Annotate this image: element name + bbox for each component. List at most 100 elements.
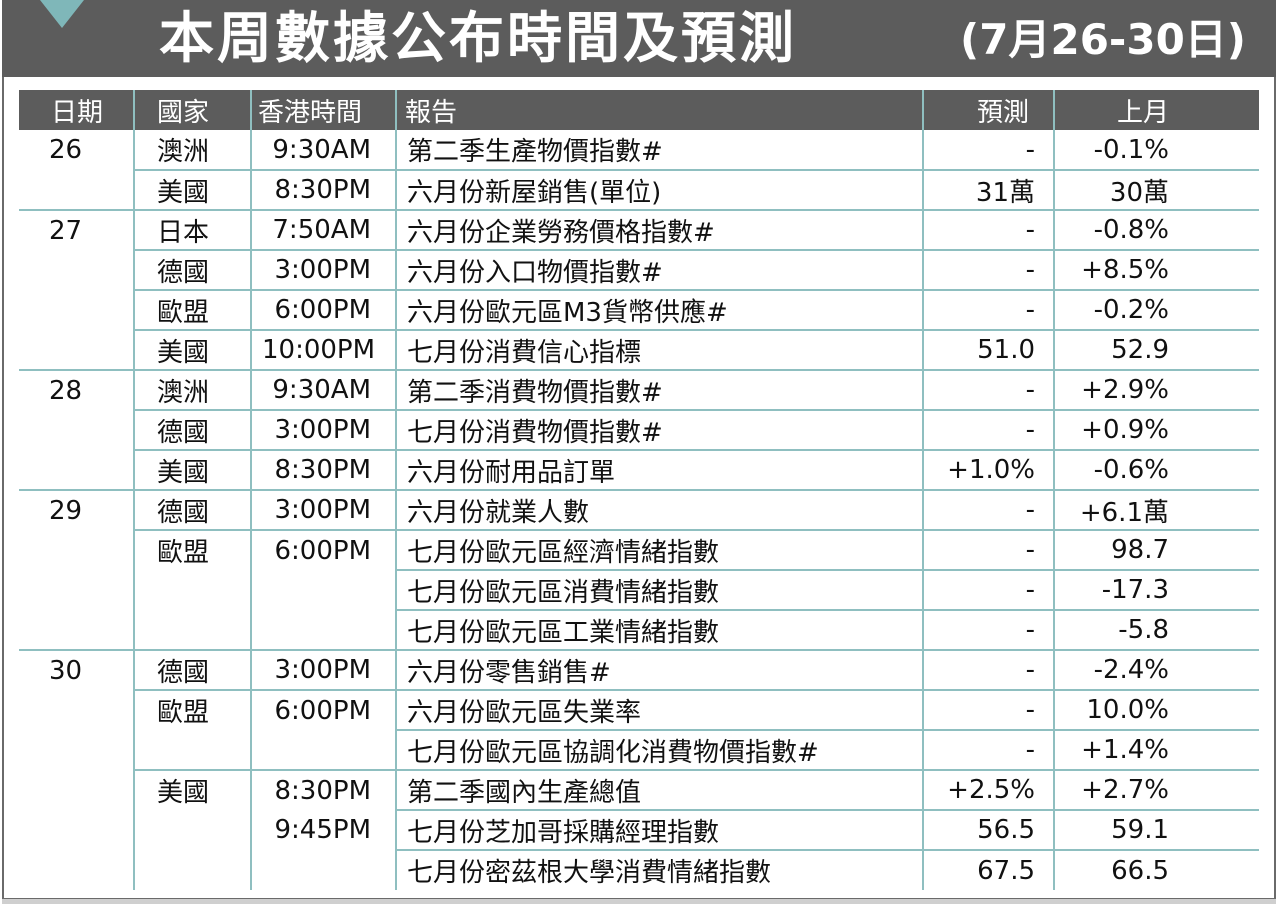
cell-last-month: +8.5% — [1054, 249, 1259, 290]
cell-report: 第二季生產物價指數# — [396, 130, 924, 170]
cell-country: 澳洲 — [134, 130, 252, 170]
table-row: 26 澳洲 9:30AM 第二季生產物價指數# - -0.1% — [19, 130, 1259, 170]
cell-report: 七月份歐元區經濟情緒指數 — [396, 529, 924, 570]
cell-country: 歐盟 — [134, 529, 252, 570]
cell-hk-time: 3:00PM — [251, 649, 397, 690]
cell-last-month: -0.6% — [1054, 449, 1259, 490]
cell-forecast: - — [923, 130, 1055, 170]
cell-country: 美國 — [134, 769, 252, 810]
cell-report: 六月份入口物價指數# — [396, 249, 924, 290]
cell-country: 德國 — [134, 409, 252, 450]
table-row: 七月份密茲根大學消費情緒指數 67.5 66.5 — [19, 849, 1259, 890]
cell-report: 六月份歐元區M3貨幣供應# — [396, 289, 924, 330]
cell-last-month: +6.1萬 — [1054, 489, 1259, 530]
footer-bar — [2, 899, 1276, 904]
cell-country: 德國 — [134, 249, 252, 290]
cell-country — [134, 610, 252, 650]
table-row: 歐盟 6:00PM 六月份歐元區M3貨幣供應# - -0.2% — [19, 289, 1259, 330]
cell-country: 德國 — [134, 489, 252, 530]
cell-last-month: 30萬 — [1054, 169, 1259, 210]
table-row: 七月份歐元區協調化消費物價指數# - +1.4% — [19, 729, 1259, 770]
cell-date: 28 — [19, 369, 135, 410]
table-row: 美國 10:00PM 七月份消費信心指標 51.0 52.9 — [19, 329, 1259, 370]
cell-report: 七月份芝加哥採購經理指數 — [396, 809, 924, 850]
cell-country: 德國 — [134, 649, 252, 690]
cell-report: 六月份歐元區失業率 — [396, 689, 924, 730]
cell-country — [134, 810, 252, 850]
cell-date — [19, 730, 135, 770]
cell-forecast: 67.5 — [923, 849, 1055, 890]
cell-hk-time — [251, 850, 397, 890]
corner-triangle-icon — [40, 0, 84, 28]
cell-report: 六月份企業勞務價格指數# — [396, 209, 924, 250]
cell-report: 七月份歐元區協調化消費物價指數# — [396, 729, 924, 770]
column-header-date: 日期 — [19, 90, 135, 130]
cell-hk-time: 8:30PM — [251, 449, 397, 490]
cell-last-month: 52.9 — [1054, 329, 1259, 370]
column-header-country: 國家 — [134, 90, 252, 130]
cell-forecast: - — [923, 289, 1055, 330]
cell-forecast: - — [923, 689, 1055, 730]
cell-hk-time: 6:00PM — [251, 529, 397, 570]
cell-country — [134, 570, 252, 610]
cell-last-month: +1.4% — [1054, 729, 1259, 770]
table-row: 美國 8:30PM 六月份耐用品訂單 +1.0% -0.6% — [19, 449, 1259, 490]
cell-hk-time: 8:30PM — [251, 169, 397, 210]
cell-report: 六月份新屋銷售(單位) — [396, 169, 924, 210]
cell-forecast: - — [923, 209, 1055, 250]
cell-date: 29 — [19, 489, 135, 530]
cell-date — [19, 410, 135, 450]
cell-hk-time: 8:30PM — [251, 769, 397, 810]
table-row: 30 德國 3:00PM 六月份零售銷售# - -2.4% — [19, 649, 1259, 690]
table-row: 9:45PM 七月份芝加哥採購經理指數 56.5 59.1 — [19, 809, 1259, 850]
cell-hk-time — [251, 570, 397, 610]
cell-forecast: +2.5% — [923, 769, 1055, 810]
column-header-forecast: 預測 — [923, 90, 1055, 130]
cell-report: 六月份就業人數 — [396, 489, 924, 530]
cell-date — [19, 290, 135, 330]
cell-date — [19, 850, 135, 890]
cell-forecast: - — [923, 609, 1055, 650]
table-row: 德國 3:00PM 七月份消費物價指數# - +0.9% — [19, 409, 1259, 450]
cell-last-month: -0.1% — [1093, 134, 1169, 165]
cell-hk-time: 3:00PM — [251, 489, 397, 530]
cell-forecast: +1.0% — [923, 449, 1055, 490]
cell-date: 27 — [19, 209, 135, 250]
cell-hk-time: 3:00PM — [251, 409, 397, 450]
cell-country: 美國 — [134, 169, 252, 210]
cell-date: 30 — [19, 649, 135, 690]
cell-country: 美國 — [134, 449, 252, 490]
cell-country — [134, 850, 252, 890]
cell-date — [19, 330, 135, 370]
cell-last-month: -0.8% — [1054, 209, 1259, 250]
cell-last-month: 66.5 — [1054, 849, 1259, 890]
column-header-report: 報告 — [396, 90, 924, 130]
table-row: 歐盟 6:00PM 七月份歐元區經濟情緒指數 -98.7 — [19, 529, 1259, 570]
cell-date — [19, 170, 135, 210]
cell-country: 日本 — [134, 209, 252, 250]
cell-last-month: 98.7 — [1054, 529, 1259, 570]
cell-report: 第二季消費物價指數# — [396, 369, 924, 410]
cell-last-month: 59.1 — [1054, 809, 1259, 850]
cell-hk-time: 9:45PM — [251, 810, 397, 850]
cell-forecast: - — [923, 729, 1055, 770]
cell-hk-time — [251, 730, 397, 770]
release-schedule-table: 日期 國家 香港時間 報告 預測 上月 26 澳洲 9:30AM 第二季生產物價指數#… — [19, 90, 1259, 890]
cell-country: 歐盟 — [134, 689, 252, 730]
cell-last-month: +2.9% — [1054, 369, 1259, 410]
cell-last-month: +2.7% — [1054, 769, 1259, 810]
title-bar: 本周數據公布時間及預測 (7月26-30日) — [2, 0, 1276, 77]
cell-last-month: 10.0% — [1054, 689, 1259, 730]
cell-last-month: -5.8 — [1054, 609, 1259, 650]
table-row: 28 澳洲 9:30AM 第二季消費物價指數# - +2.9% — [19, 369, 1259, 410]
cell-report: 七月份消費信心指標 — [396, 329, 924, 370]
table-row: 七月份歐元區工業情緒指數 - -5.8 — [19, 609, 1259, 650]
cell-hk-time: 10:00PM — [251, 329, 397, 370]
table-row: 美國 8:30PM 第二季國內生產總值 +2.5% +2.7% — [19, 769, 1259, 810]
cell-hk-time: 9:30AM — [251, 369, 397, 410]
cell-last-month: -0.2% — [1054, 289, 1259, 330]
table-header-row: 日期 國家 香港時間 報告 預測 上月 — [19, 90, 1259, 130]
cell-forecast: - — [923, 569, 1055, 610]
cell-hk-time: 3:00PM — [251, 249, 397, 290]
cell-forecast: - — [923, 489, 1055, 530]
